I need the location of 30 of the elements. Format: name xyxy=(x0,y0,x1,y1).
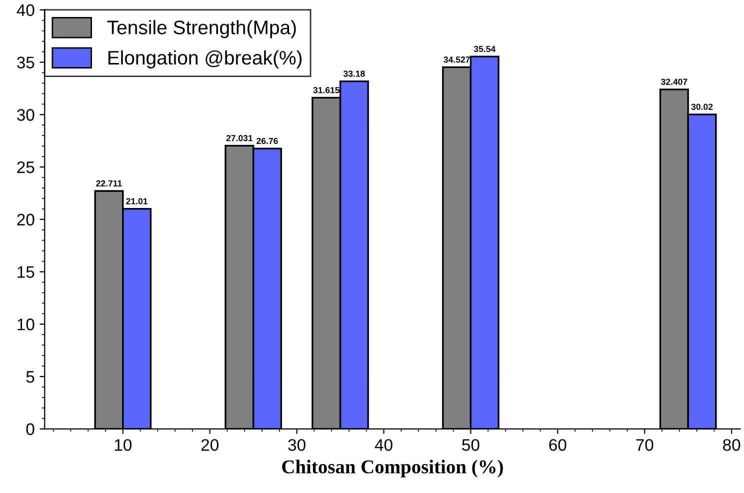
x-axis-title: Chitosan Composition (%) xyxy=(282,460,503,478)
y-tick-label: 30 xyxy=(17,109,34,121)
x-tick-label: 60 xyxy=(549,439,566,451)
data-label: 35.54 xyxy=(474,46,496,52)
data-label: 33.18 xyxy=(343,70,365,77)
legend-label: Elongation @break(%) xyxy=(108,50,302,68)
y-tick-label: 15 xyxy=(18,266,34,278)
x-tick-label: 40 xyxy=(374,439,392,451)
x-tick-label: 20 xyxy=(201,439,218,451)
x-tick-label: 80 xyxy=(723,439,740,451)
data-label: 22.711 xyxy=(96,180,122,186)
x-tick-label: 10 xyxy=(114,439,132,451)
x-tick-label: 70 xyxy=(636,439,654,451)
y-tick-label: 10 xyxy=(18,318,34,330)
y-tick-label: 40 xyxy=(16,4,34,16)
data-label: 27.031 xyxy=(226,135,253,142)
y-tick-label: 5 xyxy=(26,371,34,383)
y-tick-label: 0 xyxy=(26,423,34,436)
y-tick-label: 20 xyxy=(17,214,34,226)
data-label: 26.76 xyxy=(256,138,278,144)
data-label: 32.407 xyxy=(661,78,688,85)
data-label: 21.01 xyxy=(126,198,148,204)
legend-label: Tensile Strength(Mpa) xyxy=(107,20,296,38)
x-tick-label: 50 xyxy=(462,439,480,451)
x-tick-label: 30 xyxy=(288,439,306,451)
data-label: 30.02 xyxy=(691,104,713,110)
y-tick-label: 35 xyxy=(17,56,34,68)
y-tick-label: 25 xyxy=(17,161,34,174)
data-label: 34.527 xyxy=(444,56,470,63)
data-label: 31.615 xyxy=(313,87,340,94)
